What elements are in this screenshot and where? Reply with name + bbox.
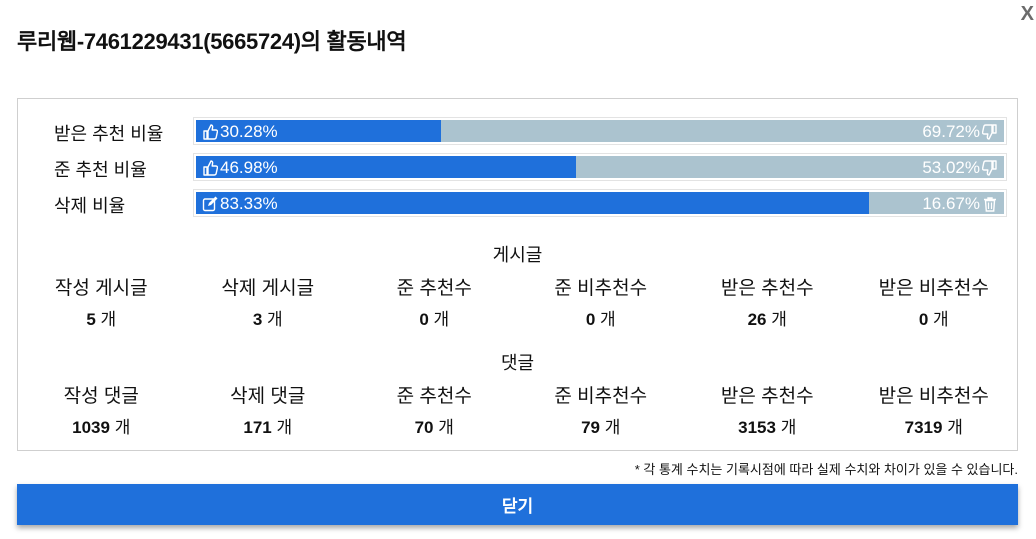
trash-icon: [982, 196, 998, 212]
edit-icon: [202, 196, 218, 212]
stat-deleted-posts: 삭제 게시글 3 개: [185, 273, 352, 330]
stat-value: 70: [414, 418, 434, 437]
stat-unit: 개: [600, 310, 616, 329]
stat-value: 3153: [738, 418, 776, 437]
delete-ratio-row: 삭제 비율 83.33% 16.67%: [18, 189, 1017, 217]
bar-right-value: 53.02%: [922, 158, 980, 177]
stat-value: 1039: [72, 418, 110, 437]
ratio-bar: 83.33% 16.67%: [193, 189, 1007, 217]
bar-right-value: 16.67%: [922, 194, 980, 213]
stat-unit: 개: [947, 418, 963, 437]
stat-value: 7319: [904, 418, 943, 437]
close-button[interactable]: 닫기: [17, 484, 1018, 525]
bar-left-value: 30.28%: [220, 122, 278, 141]
stat-value: 171: [243, 418, 272, 437]
bar-label: 받은 추천 비율: [54, 124, 164, 144]
stat-label: 받은 비추천수: [878, 278, 989, 299]
stat-unit: 개: [780, 418, 797, 437]
stat-received-downvotes: 받은 비추천수 0 개: [851, 273, 1018, 330]
stat-value: 3: [252, 310, 263, 329]
stat-unit: 개: [433, 310, 450, 329]
ratio-bar: 30.28% 69.72%: [193, 117, 1007, 145]
stat-value: 79: [581, 418, 601, 437]
posts-section-title: 게시글: [492, 245, 543, 265]
stat-unit: 개: [114, 418, 131, 437]
stat-label: 받은 비추천수: [878, 386, 989, 407]
stat-written-posts: 작성 게시글 5 개: [18, 273, 185, 330]
stat-label: 받은 추천수: [720, 386, 814, 407]
thumbs-up-icon: [202, 124, 218, 140]
stat-unit: 개: [438, 418, 454, 437]
stat-written-comments: 작성 댓글 1039 개: [18, 381, 185, 438]
stat-label: 준 추천수: [396, 278, 472, 299]
stat-unit: 개: [933, 310, 949, 329]
thumbs-down-icon: [982, 124, 998, 140]
stat-given-downvotes: 준 비추천수 0 개: [518, 273, 685, 330]
thumbs-down-icon: [982, 160, 998, 176]
stat-unit: 개: [604, 418, 621, 437]
stat-received-recommends: 받은 추천수 3153 개: [684, 381, 851, 438]
close-x-button[interactable]: X: [1020, 3, 1034, 25]
stat-unit: 개: [771, 310, 787, 329]
posts-stats: 작성 게시글 5 개 삭제 게시글 3 개 준 추천수 0 개 준 비추천수 0…: [18, 273, 1017, 330]
stat-value: 0: [585, 310, 596, 329]
stat-label: 받은 추천수: [720, 278, 814, 299]
stat-unit: 개: [276, 418, 293, 437]
disclaimer-note: * 각 통계 수치는 기록시점에 따라 실제 수치와 차이가 있을 수 있습니다…: [634, 462, 1018, 477]
ratio-bar: 46.98% 53.02%: [193, 153, 1007, 181]
thumbs-up-icon: [202, 160, 218, 176]
activity-panel: 받은 추천 비율 30.28% 69.72% 준 추천 비율: [17, 98, 1018, 451]
stat-value: 0: [419, 310, 429, 329]
stat-label: 삭제 게시글: [221, 278, 315, 299]
ratio-bar-fill: [196, 120, 441, 142]
stat-label: 준 추천수: [396, 386, 472, 407]
stat-given-recommends: 준 추천수 0 개: [351, 273, 518, 330]
stat-received-recommends: 받은 추천수 26 개: [684, 273, 851, 330]
bar-label: 삭제 비율: [54, 196, 126, 216]
stat-deleted-comments: 삭제 댓글 171 개: [185, 381, 352, 438]
ratio-bar-fill: [196, 192, 870, 214]
stat-unit: 개: [100, 310, 117, 329]
stat-given-recommends: 준 추천수 70 개: [351, 381, 518, 438]
comments-stats: 작성 댓글 1039 개 삭제 댓글 171 개 준 추천수 70 개 준 비추…: [18, 381, 1017, 438]
stat-label: 준 비추천수: [554, 278, 648, 299]
bar-left-value: 83.33%: [220, 194, 278, 213]
stat-label: 삭제 댓글: [230, 386, 306, 407]
stat-given-downvotes: 준 비추천수 79 개: [518, 381, 685, 438]
bar-right-value: 69.72%: [922, 122, 980, 141]
bar-left-value: 46.98%: [220, 158, 278, 177]
bar-label: 준 추천 비율: [54, 160, 147, 180]
stat-value: 26: [747, 310, 767, 329]
ratio-bar-fill: [196, 156, 576, 178]
stat-label: 준 비추천수: [554, 386, 648, 407]
stat-value: 0: [918, 310, 929, 329]
stat-label: 작성 게시글: [54, 278, 148, 299]
dialog-title: 루리웹-7461229431(5665724)의 활동내역: [17, 29, 407, 54]
received-recommend-ratio-row: 받은 추천 비율 30.28% 69.72%: [18, 117, 1017, 145]
comments-section-title: 댓글: [500, 353, 535, 373]
stat-unit: 개: [267, 310, 283, 329]
stat-value: 5: [86, 310, 96, 329]
stat-received-downvotes: 받은 비추천수 7319 개: [851, 381, 1018, 438]
given-recommend-ratio-row: 준 추천 비율 46.98% 53.02%: [18, 153, 1017, 181]
stat-label: 작성 댓글: [63, 386, 139, 407]
